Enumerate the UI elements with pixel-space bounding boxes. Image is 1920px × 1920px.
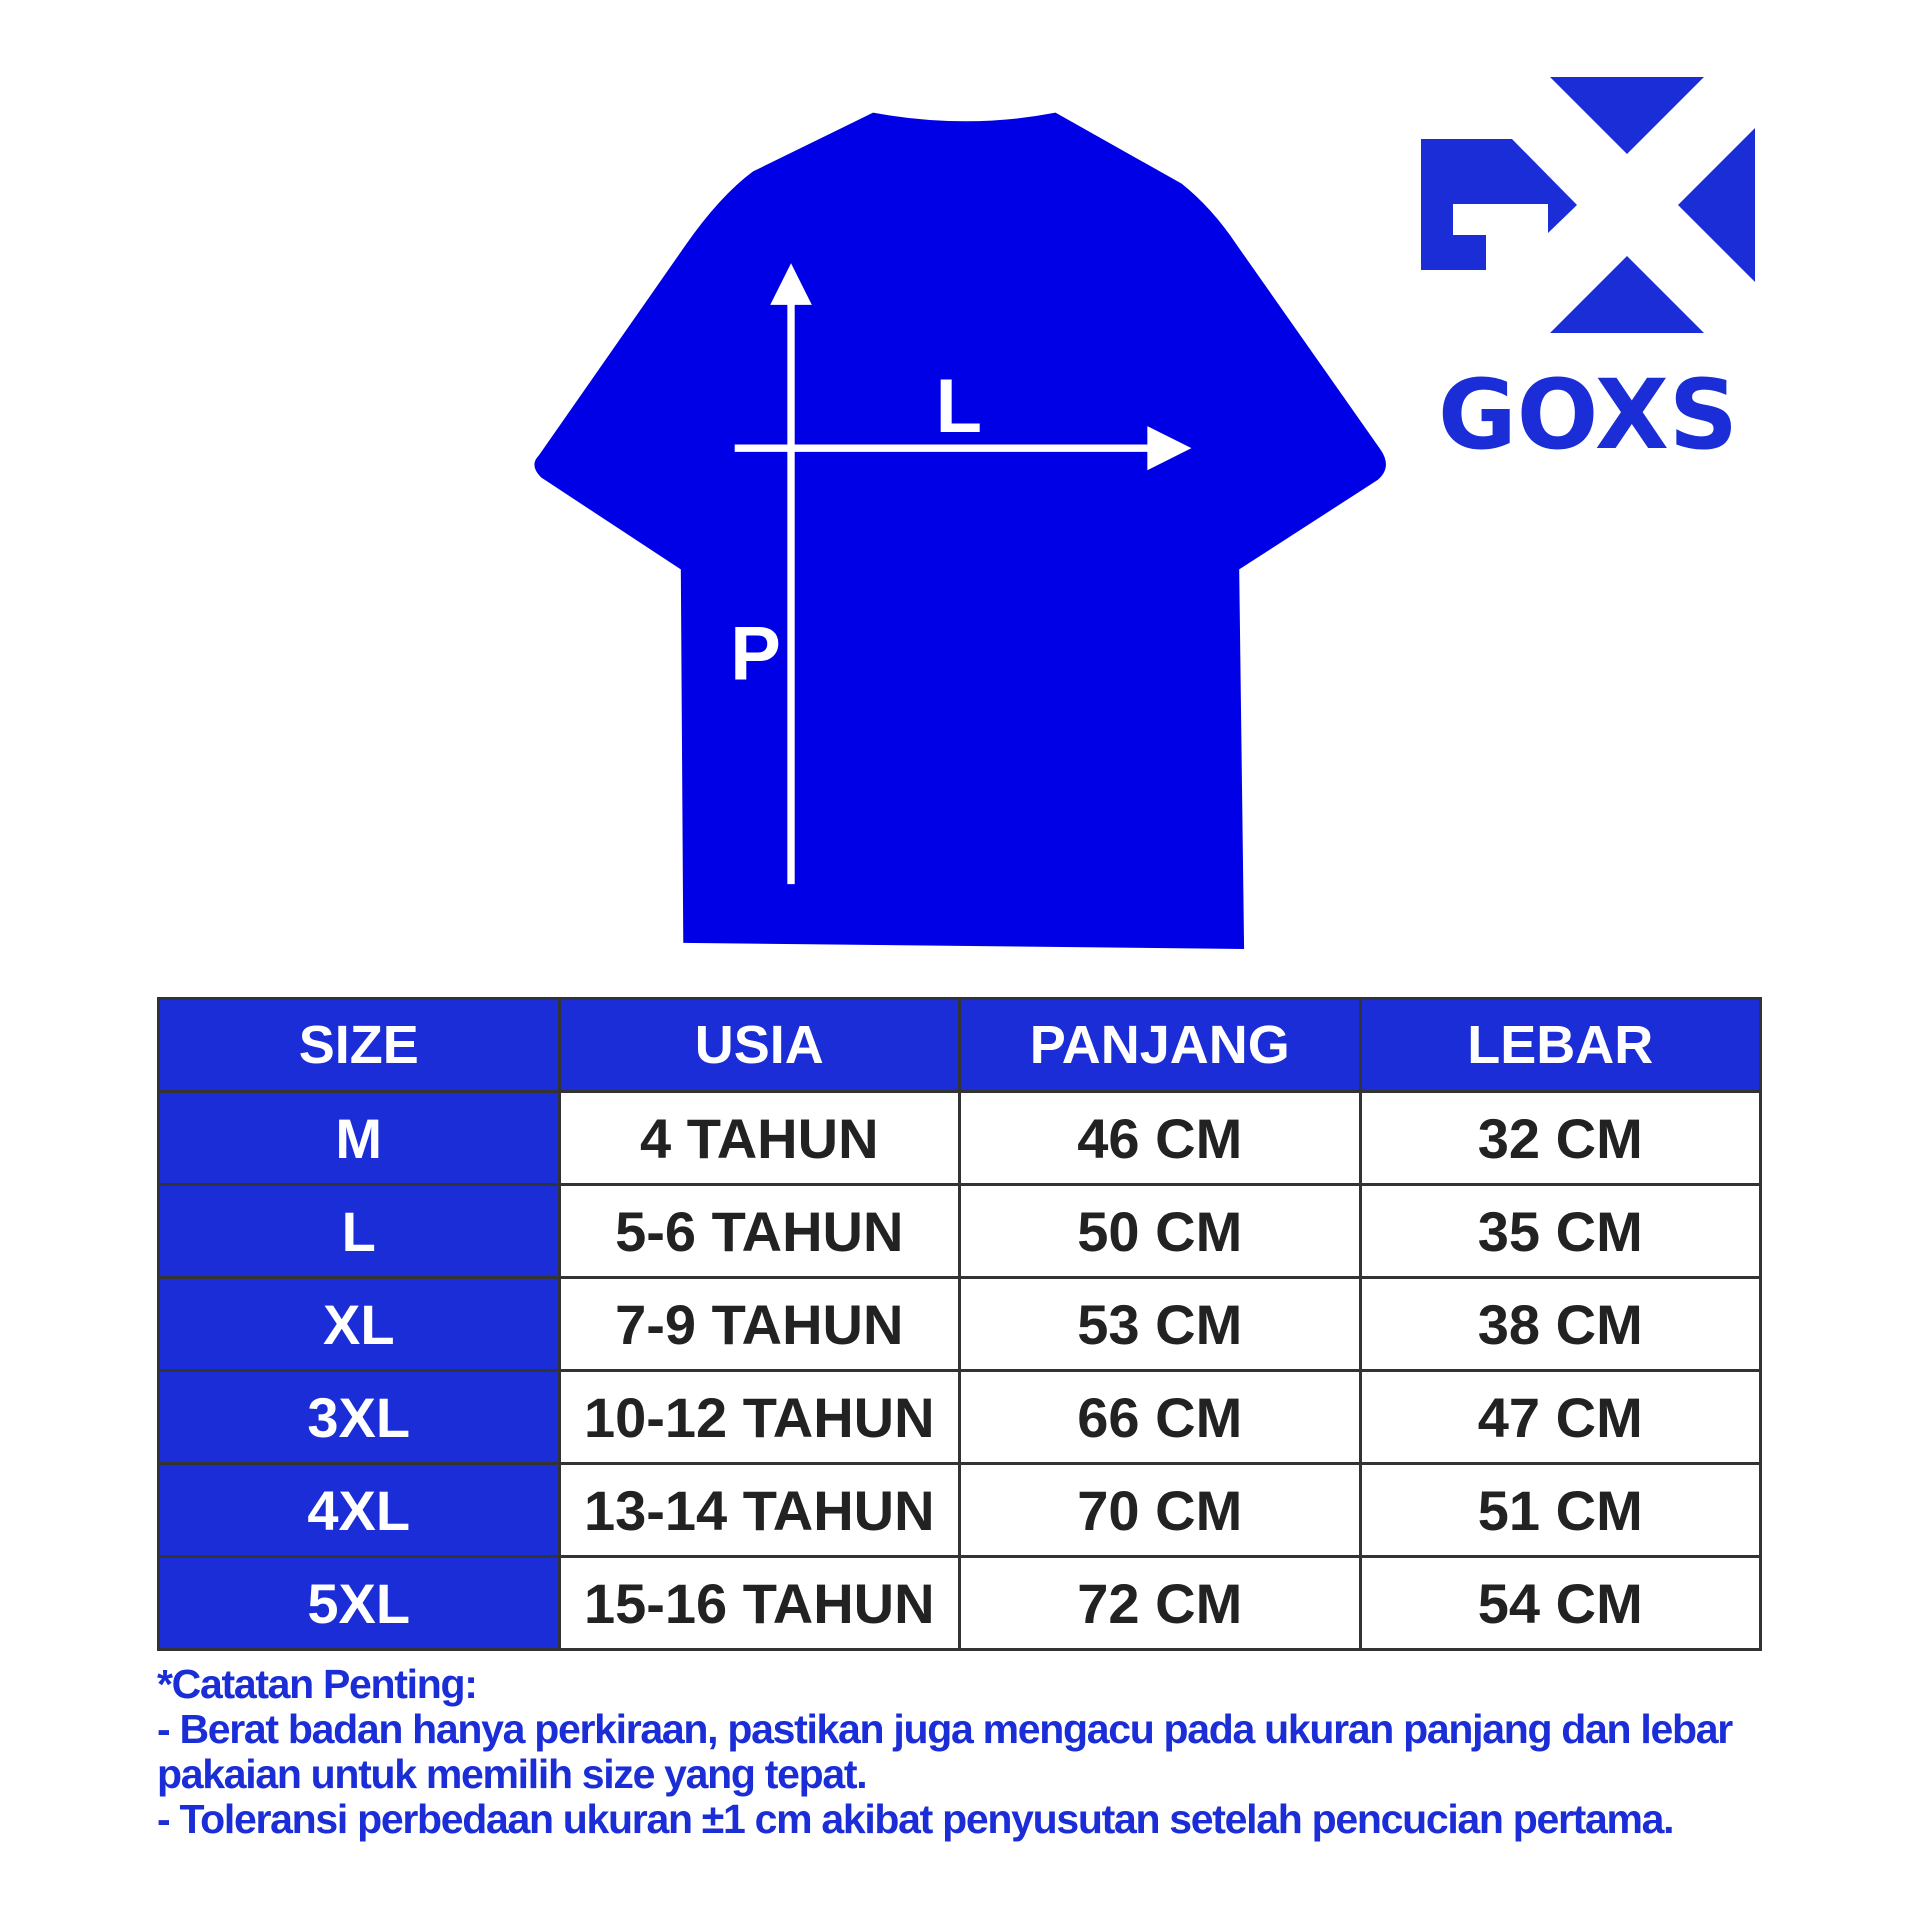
header-panjang: PANJANG bbox=[958, 997, 1362, 1093]
cell-size: 3XL bbox=[157, 1369, 561, 1465]
cell-size: M bbox=[157, 1090, 561, 1186]
cell-panjang: 70 CM bbox=[958, 1462, 1362, 1558]
logo-bottom-triangle bbox=[1550, 256, 1704, 333]
table-row: 3XL 10-12 TAHUN 66 CM 47 CM bbox=[157, 1369, 1762, 1465]
width-arrow bbox=[734, 426, 1192, 471]
tshirt-shape bbox=[534, 112, 1386, 949]
cell-usia: 13-14 TAHUN bbox=[557, 1462, 961, 1558]
cell-panjang: 72 CM bbox=[958, 1555, 1362, 1651]
cell-usia: 5-6 TAHUN bbox=[557, 1183, 961, 1279]
table-row: XL 7-9 TAHUN 53 CM 38 CM bbox=[157, 1276, 1762, 1372]
logo-wordmark: GOXS bbox=[1438, 359, 1738, 471]
notes-title: *Catatan Penting: bbox=[157, 1661, 478, 1707]
cell-size: 5XL bbox=[157, 1555, 561, 1651]
cell-size: L bbox=[157, 1183, 561, 1279]
cell-size: XL bbox=[157, 1276, 561, 1372]
table-header-row: SIZE USIA PANJANG LEBAR bbox=[157, 997, 1762, 1093]
logo-right-triangle bbox=[1678, 128, 1755, 282]
cell-size: 4XL bbox=[157, 1462, 561, 1558]
cell-lebar: 35 CM bbox=[1358, 1183, 1762, 1279]
header-lebar: LEBAR bbox=[1358, 997, 1762, 1093]
cell-usia: 4 TAHUN bbox=[557, 1090, 961, 1186]
cell-lebar: 38 CM bbox=[1358, 1276, 1762, 1372]
note-item: - Berat badan hanya perkiraan, pastikan … bbox=[157, 1706, 1733, 1797]
brand-logo: GOXS bbox=[1421, 77, 1755, 471]
cell-panjang: 53 CM bbox=[958, 1276, 1362, 1372]
cell-panjang: 66 CM bbox=[958, 1369, 1362, 1465]
length-label: P bbox=[730, 612, 781, 697]
cell-panjang: 50 CM bbox=[958, 1183, 1362, 1279]
width-label: L bbox=[936, 364, 982, 449]
cell-lebar: 51 CM bbox=[1358, 1462, 1762, 1558]
length-arrow bbox=[770, 263, 812, 885]
note-item: - Toleransi perbedaan ukuran ±1 cm akiba… bbox=[157, 1796, 1675, 1842]
cell-lebar: 32 CM bbox=[1358, 1090, 1762, 1186]
important-notes: *Catatan Penting: - Berat badan hanya pe… bbox=[157, 1662, 1797, 1842]
cell-panjang: 46 CM bbox=[958, 1090, 1362, 1186]
cell-lebar: 54 CM bbox=[1358, 1555, 1762, 1651]
cell-usia: 10-12 TAHUN bbox=[557, 1369, 961, 1465]
cell-lebar: 47 CM bbox=[1358, 1369, 1762, 1465]
table-row: 4XL 13-14 TAHUN 70 CM 51 CM bbox=[157, 1462, 1762, 1558]
logo-left-shape bbox=[1421, 139, 1577, 270]
table-row: 5XL 15-16 TAHUN 72 CM 54 CM bbox=[157, 1555, 1762, 1651]
cell-usia: 7-9 TAHUN bbox=[557, 1276, 961, 1372]
logo-top-triangle bbox=[1550, 77, 1704, 154]
cell-usia: 15-16 TAHUN bbox=[557, 1555, 961, 1651]
table-row: L 5-6 TAHUN 50 CM 35 CM bbox=[157, 1183, 1762, 1279]
header-usia: USIA bbox=[557, 997, 961, 1093]
tshirt-diagram: L P bbox=[534, 112, 1386, 949]
header-size: SIZE bbox=[157, 997, 561, 1093]
